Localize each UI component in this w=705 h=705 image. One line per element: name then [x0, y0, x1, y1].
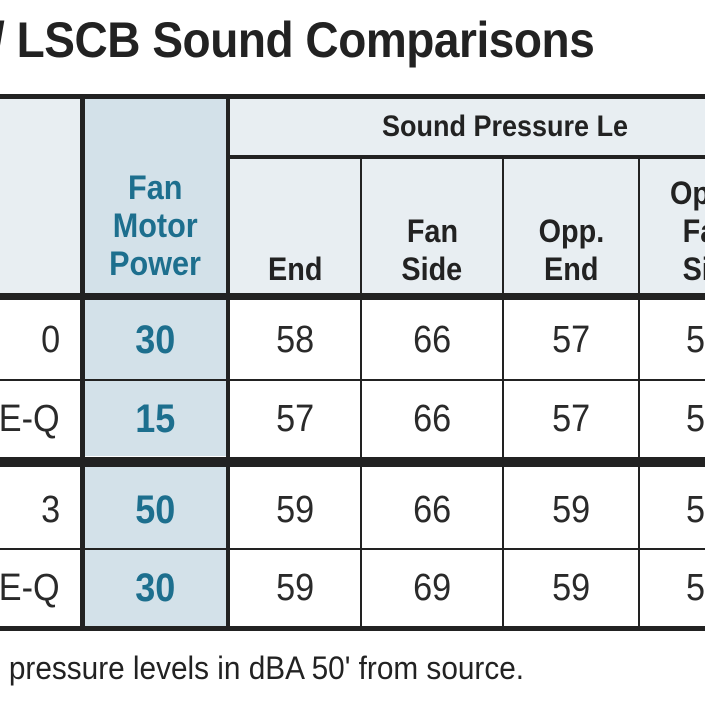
- table-cell-opp-end: 59: [551, 488, 591, 531]
- table-top-rule: [0, 94, 705, 99]
- table-cell-opp-end: 59: [551, 566, 591, 609]
- table-cell-end: 57: [275, 397, 315, 440]
- table-cell-opp-fan-side: 5: [686, 488, 705, 531]
- header-opp-fan-side-line1: Op: [670, 175, 705, 211]
- group-divider-rule: [0, 457, 705, 467]
- table-row-label: 0: [40, 318, 60, 361]
- footnote: l pressure levels in dBA 50' from source…: [0, 650, 525, 686]
- header-opp-fan-side-line2: Fa: [682, 213, 705, 249]
- table-cell-fan-side: 66: [412, 318, 452, 361]
- header-blank-cell: [0, 98, 80, 294]
- header-bottom-rule: [0, 293, 705, 300]
- col-divider: [226, 94, 230, 631]
- page-title: / LSCB Sound Comparisons: [0, 12, 595, 68]
- table-cell-end: 58: [275, 318, 315, 361]
- table-row-label: 3: [40, 488, 60, 531]
- col-divider: [80, 94, 85, 631]
- header-power-bg: [85, 98, 226, 294]
- row-divider: [0, 379, 705, 381]
- table-cell-power: 30: [135, 317, 176, 362]
- table-cell-power: 30: [135, 565, 176, 610]
- header-end: End: [230, 160, 360, 292]
- row-divider: [0, 548, 705, 550]
- header-opp-fan-side-line3: Si: [682, 251, 705, 287]
- power-highlight-group1: [85, 300, 226, 456]
- header-opp-end-line2: End: [543, 251, 599, 287]
- header-fan-side-line1: Fan: [406, 213, 458, 249]
- table-cell-power: 15: [135, 396, 176, 441]
- col-divider: [638, 155, 640, 631]
- table-row-label: E-Q: [0, 397, 60, 440]
- header-power-line2: Motor: [113, 207, 198, 245]
- col-divider: [360, 155, 362, 631]
- table-row-label: E-Q: [0, 566, 60, 609]
- header-end-label: End: [267, 251, 323, 287]
- table-cell-power: 50: [135, 487, 176, 532]
- group-header-rule: [230, 155, 705, 159]
- table-bottom-rule: [0, 626, 705, 631]
- table-cell-opp-fan-side: 5: [686, 566, 705, 609]
- group-header-cell: Sound Pressure Le: [230, 98, 705, 155]
- table-cell-opp-end: 57: [551, 397, 591, 440]
- subheader-bg: [230, 159, 705, 294]
- power-highlight-group2: [85, 467, 226, 627]
- col-divider: [502, 155, 504, 631]
- table-cell-end: 59: [275, 488, 315, 531]
- header-fan-side-line2: Side: [401, 251, 463, 287]
- table-cell-fan-side: 66: [412, 488, 452, 531]
- header-opp-fan-side: Op Fa Si: [640, 160, 705, 292]
- header-power-line3: Power: [109, 245, 202, 283]
- header-power-line1: Fan: [128, 169, 183, 207]
- header-opp-end-line1: Opp.: [538, 213, 604, 249]
- table-cell-fan-side: 69: [412, 566, 452, 609]
- table-cell-opp-fan-side: 5: [686, 397, 705, 440]
- group-header-label: Sound Pressure Le: [382, 109, 629, 143]
- header-fan-motor-power: Fan Motor Power: [85, 160, 226, 292]
- table-cell-end: 59: [275, 566, 315, 609]
- header-opp-end: Opp. End: [504, 160, 638, 292]
- table-cell-fan-side: 66: [412, 397, 452, 440]
- header-fan-side: Fan Side: [362, 160, 502, 292]
- table-cell-opp-fan-side: 5: [686, 318, 705, 361]
- table-cell-opp-end: 57: [551, 318, 591, 361]
